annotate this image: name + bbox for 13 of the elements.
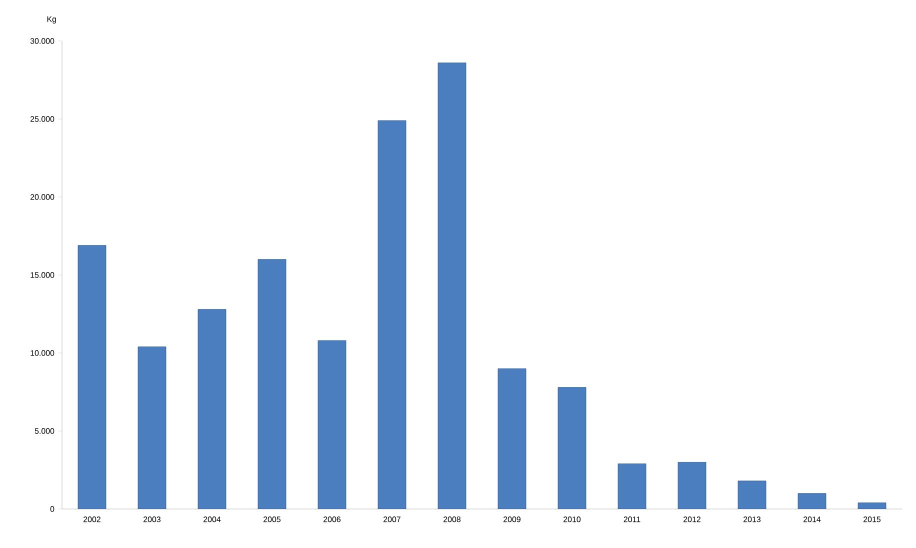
bar [138, 346, 166, 509]
bar [738, 480, 766, 509]
bar [438, 62, 466, 509]
bar [78, 245, 106, 509]
bar [558, 387, 586, 509]
bar [198, 309, 226, 509]
bar [258, 259, 286, 509]
bar [798, 493, 826, 509]
bar [318, 340, 346, 509]
bar [378, 120, 406, 509]
bar [678, 462, 706, 509]
bar [618, 464, 646, 509]
bar [498, 368, 526, 509]
